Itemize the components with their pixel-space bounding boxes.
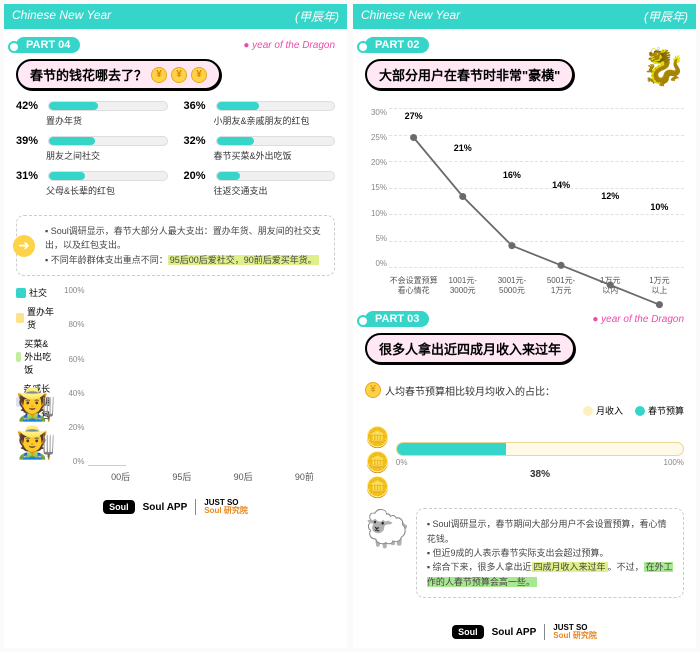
header-title: Chinese New Year: [361, 8, 460, 25]
header-year: (甲辰年): [644, 8, 688, 25]
stacked-xlabels: 00后95后90后90前: [64, 470, 335, 483]
app-name: Soul APP: [492, 627, 537, 638]
left-column: Chinese New Year (甲辰年) PART 04 ● year of…: [4, 4, 347, 648]
header-year: (甲辰年): [295, 8, 339, 25]
stacked-yaxis: 100%80%60%40%20%0%: [64, 286, 88, 466]
spend-bar: 42%置办年货: [16, 100, 168, 127]
part04-title: 春节的钱花哪去了？ ¥ ¥ ¥: [16, 59, 221, 90]
budget-line-chart: 30%25%20%15%10%5%0% 27%21%16%14%12%10%: [389, 108, 684, 268]
justso-label: JUST SOSoul 研究院: [553, 624, 597, 640]
spend-bar: 36%小朋友&亲戚朋友的红包: [184, 100, 336, 127]
left-footer: Soul Soul APP JUST SOSoul 研究院: [4, 491, 347, 523]
yen-coin-icon: ¥: [151, 67, 167, 83]
legend-item: 社交: [16, 286, 56, 299]
legend-item: 买菜&外出吃饭: [16, 337, 56, 376]
part02-badge: PART 02: [365, 37, 429, 53]
spending-bars: 42%置办年货 39%朋友之间社交 31%父母&长辈的红包 36%小朋友&亲戚朋友的红…: [16, 100, 335, 205]
dragon-icon: 🐉: [641, 46, 686, 88]
part04-badge: PART 04: [16, 37, 80, 53]
sheep-doodle: 🐑: [365, 508, 410, 550]
right-footer: Soul Soul APP JUST SOSoul 研究院: [353, 616, 696, 648]
spend-bar: 31%父母&长辈的红包: [16, 170, 168, 197]
arrow-icon: ➜: [13, 235, 35, 257]
legend-item: 置办年货: [16, 305, 56, 331]
yen-coin-icon: ¥: [171, 67, 187, 83]
yen-coin-icon: ¥: [191, 67, 207, 83]
dragon-tag: ● year of the Dragon: [243, 40, 335, 51]
characters-doodle: 🧑‍🌾🧑‍🌾: [16, 385, 56, 461]
yen-coin-icon: ¥: [365, 382, 381, 398]
spend-bar: 20%往返交通支出: [184, 170, 336, 197]
part03-badge: PART 03: [365, 311, 429, 327]
stacked-chart-area: 社交置办年货买菜&外出吃饭亲戚长辈小朋友红包 🧑‍🌾🧑‍🌾 100%80%60%…: [16, 286, 335, 483]
part04-section: PART 04 ● year of the Dragon 春节的钱花哪去了？ ¥…: [4, 29, 347, 491]
app-name: Soul APP: [143, 502, 188, 513]
justso-label: JUST SOSoul 研究院: [204, 499, 248, 515]
part04-note: ➜ ▪ Soul调研显示，春节大部分人最大支出：置办年货、朋友间的社交支出，以及…: [16, 215, 335, 276]
spend-bar: 39%朋友之间社交: [16, 135, 168, 162]
part02-title: 大部分用户在春节时非常"豪横": [365, 59, 574, 90]
header-title: Chinese New Year: [12, 8, 111, 25]
left-header: Chinese New Year (甲辰年): [4, 4, 347, 29]
coin-stack-icon: 🪙🪙🪙: [365, 425, 390, 500]
part03-note: ▪ Soul调研显示，春节期间大部分用户不会设置预算，看心情花钱。 ▪ 但近9成…: [416, 508, 684, 598]
soul-badge: Soul: [452, 625, 484, 639]
spend-bar: 32%春节买菜&外出吃饭: [184, 135, 336, 162]
stacked-bars: [88, 286, 126, 466]
infographic-wrap: Chinese New Year (甲辰年) PART 04 ● year of…: [0, 0, 700, 652]
soul-badge: Soul: [103, 500, 135, 514]
right-header: Chinese New Year (甲辰年): [353, 4, 696, 29]
right-column: Chinese New Year (甲辰年) 🐉 PART 02 大部分用户在春…: [353, 4, 696, 648]
